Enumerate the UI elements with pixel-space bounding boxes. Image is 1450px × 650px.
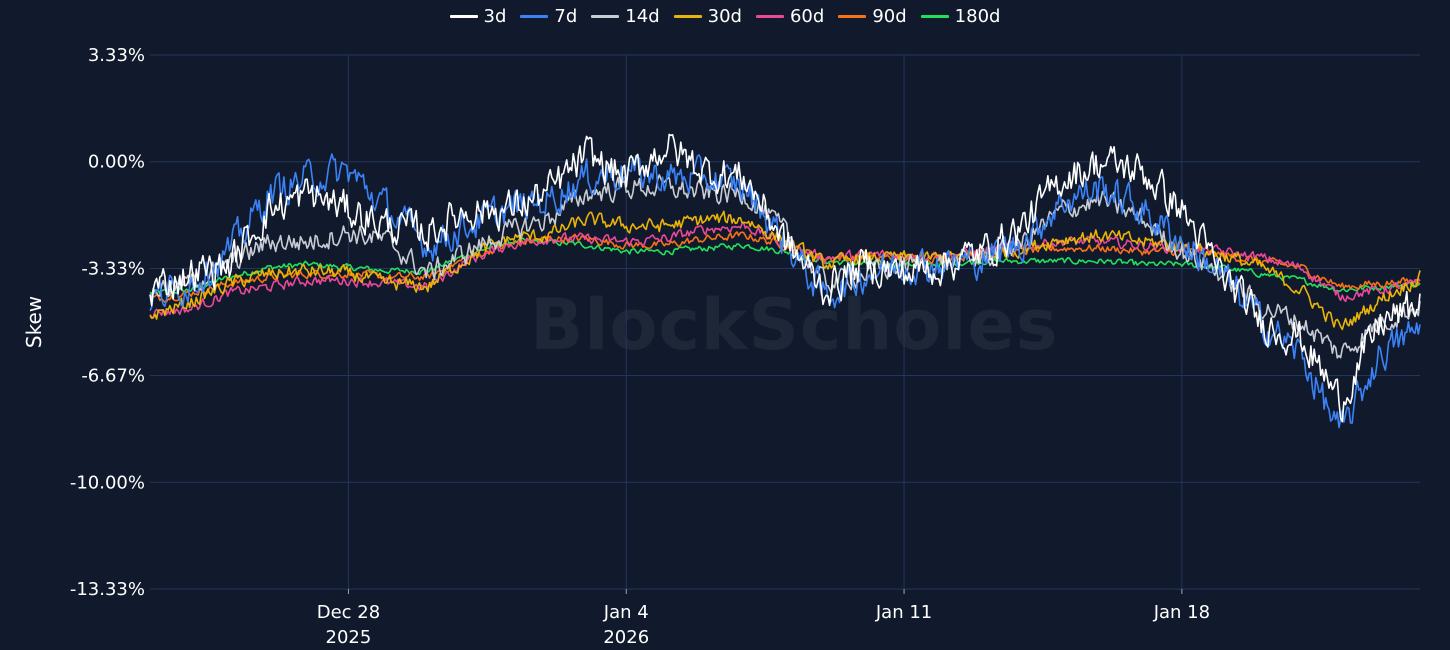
legend-label: 90d	[872, 6, 907, 27]
legend-label: 7d	[554, 6, 578, 27]
y-tick-label: 0.00%	[88, 152, 145, 173]
legend-item-180d[interactable]: 180d	[920, 6, 1001, 27]
y-tick-label: -6.67%	[81, 366, 145, 387]
series-line-7d	[149, 153, 1421, 429]
legend-label: 180d	[954, 6, 1001, 27]
watermark: BlockScholes	[530, 284, 1059, 366]
x-tick-label: Jan 18	[1153, 602, 1210, 623]
legend-swatch	[673, 15, 702, 18]
legend-swatch	[520, 15, 549, 18]
series-line-14d	[149, 174, 1421, 359]
y-axis-label: Skew	[22, 296, 46, 348]
y-tick-label: -10.00%	[70, 472, 145, 493]
legend-item-60d[interactable]: 60d	[755, 6, 825, 27]
legend-item-90d[interactable]: 90d	[838, 6, 907, 27]
legend-label: 60d	[789, 6, 825, 27]
legend-swatch	[449, 15, 478, 18]
y-tick-label: 3.33%	[88, 45, 145, 66]
x-tick-label: Jan 11	[875, 602, 932, 623]
legend-label: 30d	[707, 6, 742, 27]
legend-label: 14d	[625, 6, 660, 27]
legend-item-3d[interactable]: 3d	[449, 6, 507, 27]
legend-item-7d[interactable]: 7d	[520, 6, 577, 27]
legend-swatch	[755, 15, 784, 18]
x-tick-sublabel: 2026	[603, 627, 649, 648]
legend-item-14d[interactable]: 14d	[591, 6, 660, 27]
legend-label: 3d	[483, 6, 507, 27]
x-tick-label: Jan 4	[603, 602, 649, 623]
legend-swatch	[920, 15, 949, 18]
chart-legend: 3d 7d 14d 30d 60d 90d 180d	[0, 6, 1450, 27]
x-tick-label: Dec 28	[317, 602, 380, 623]
legend-swatch	[838, 15, 867, 18]
series-line-3d	[149, 133, 1421, 423]
x-tick-sublabel: 2025	[326, 627, 372, 648]
legend-item-30d[interactable]: 30d	[673, 6, 742, 27]
y-tick-label: -3.33%	[81, 258, 145, 279]
y-tick-label: -13.33%	[70, 579, 145, 600]
legend-swatch	[591, 15, 620, 18]
